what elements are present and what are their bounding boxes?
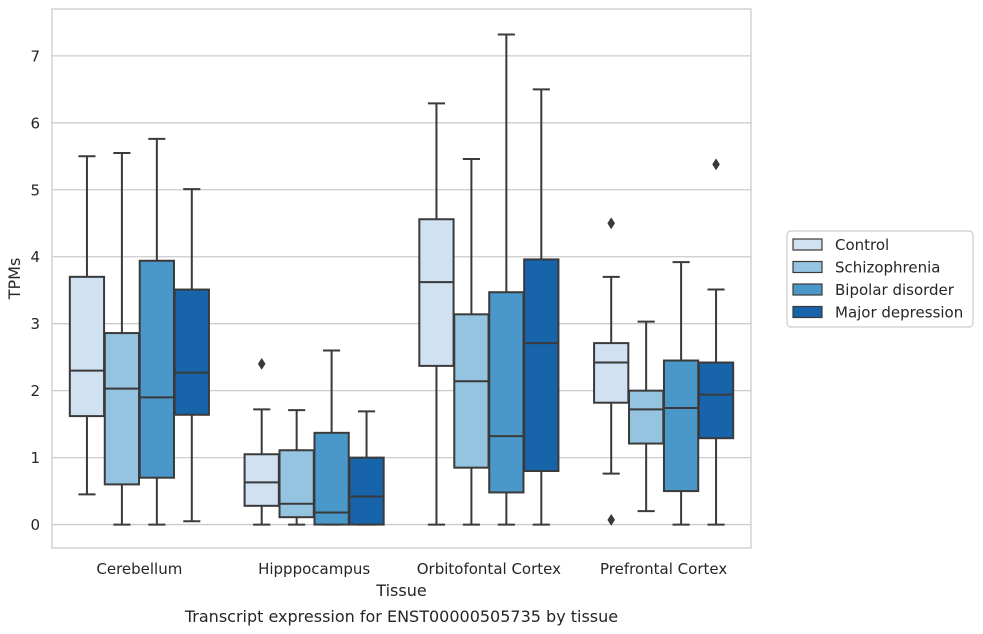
box-1-2: [313, 349, 350, 526]
y-tick-label: 2: [30, 382, 40, 400]
box-1-3: [348, 410, 385, 526]
box-body: [348, 456, 385, 526]
box-3-3: [697, 158, 735, 526]
legend: Control Schizophrenia Bipolar disorder Majo…: [786, 230, 974, 328]
legend-label: Schizophrenia: [835, 259, 940, 277]
box-0-3: [173, 188, 210, 523]
outlier-point: [257, 357, 266, 370]
legend-label: Bipolar disorder: [835, 281, 955, 299]
y-tick-label: 6: [30, 114, 40, 132]
x-tick-label: Hipppocampus: [258, 560, 370, 578]
box-body: [697, 361, 735, 440]
legend-swatch: [792, 283, 823, 296]
box-body: [488, 291, 525, 494]
box-3-1: [628, 320, 665, 513]
y-tick-label: 5: [30, 181, 40, 199]
y-tick-labels: 0 1 2 3 4 5 6 7: [30, 47, 40, 534]
box-body: [418, 218, 455, 367]
legend-label: Major depression: [835, 304, 963, 322]
box-1-1: [278, 409, 315, 526]
box-body: [453, 313, 490, 469]
box-body: [278, 449, 315, 519]
box-3-2: [662, 261, 700, 526]
box-2-2: [488, 33, 525, 526]
y-tick-label: 4: [30, 248, 40, 266]
y-axis-title: TPMs: [5, 258, 24, 301]
box-body: [628, 389, 665, 445]
box-body: [593, 342, 630, 404]
plot-frame: [51, 8, 752, 549]
x-tick-label: Cerebellum: [96, 560, 182, 578]
y-tick-label: 1: [30, 449, 40, 467]
box-0-0: [68, 155, 106, 496]
box-body: [103, 332, 141, 486]
legend-label: Control: [835, 236, 889, 254]
y-tick-label: 7: [30, 47, 40, 65]
x-tick-label: Prefrontal Cortex: [600, 560, 727, 578]
legend-swatch: [792, 260, 823, 274]
box-0-1: [103, 151, 141, 526]
box-body: [313, 431, 350, 526]
box-2-0: [418, 102, 455, 526]
x-tick-label: Orbitofontal Cortex: [417, 560, 561, 578]
outlier-point: [607, 217, 615, 230]
box-3-0: [593, 217, 630, 526]
x-tick-labels: Cerebellum Hipppocampus Orbitofontal Corte…: [96, 560, 727, 578]
box-0-2: [138, 137, 175, 526]
figure-caption: Transcript expression for ENST0000050573…: [184, 607, 618, 626]
box-2-1: [453, 157, 490, 526]
x-axis-title: Tissue: [375, 581, 426, 600]
box-body: [523, 258, 560, 472]
legend-swatch: [792, 238, 823, 251]
outlier-point: [607, 513, 615, 526]
legend-swatch: [792, 305, 823, 319]
box-2-3: [523, 88, 560, 526]
y-tick-label: 3: [30, 315, 40, 333]
box-body: [138, 259, 175, 479]
box-1-0: [243, 357, 280, 526]
box-body: [243, 453, 280, 507]
box-layer: [68, 33, 735, 526]
box-body: [173, 288, 210, 416]
y-tick-label: 0: [30, 516, 40, 534]
box-body: [662, 359, 700, 493]
box-body: [68, 275, 106, 418]
outlier-point: [712, 158, 720, 171]
legend-frame: [786, 230, 974, 328]
